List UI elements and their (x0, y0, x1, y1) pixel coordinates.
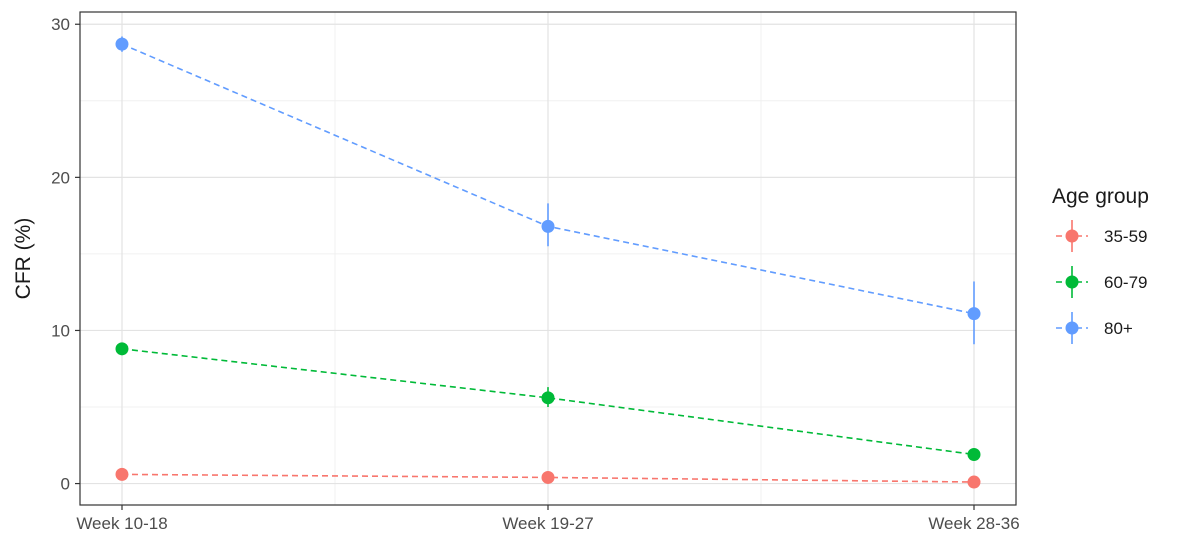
legend-key-point (1065, 229, 1079, 243)
legend-label: 35-59 (1104, 227, 1147, 246)
y-axis-title: CFR (%) (12, 218, 35, 300)
legend-key-point (1065, 275, 1079, 289)
legend-label: 60-79 (1104, 273, 1147, 292)
data-point-80+ (541, 219, 555, 233)
data-point-80+ (967, 307, 981, 321)
legend: Age group 35-59 60-79 80+ (1052, 185, 1149, 344)
data-points (115, 37, 981, 489)
x-tick-label: Week 28-36 (928, 514, 1019, 533)
y-tick-label: 30 (51, 15, 70, 34)
x-tick-label: Week 19-27 (502, 514, 593, 533)
data-point-35-59 (115, 467, 129, 481)
series-line-60-79 (121, 348, 975, 456)
data-point-35-59 (967, 475, 981, 489)
legend-item-60-79: 60-79 (1056, 266, 1147, 298)
grid-lines (80, 12, 1016, 505)
data-point-80+ (115, 37, 129, 51)
legend-items: 35-59 60-79 80+ (1056, 220, 1147, 344)
x-tick-label: Week 10-18 (76, 514, 167, 533)
axes: 0 10 20 30 Week 10-18 Week 19-27 Week 28-36 (51, 15, 1020, 533)
y-tick-label: 20 (51, 168, 70, 187)
series-line-35-59 (121, 473, 975, 483)
legend-item-80+: 80+ (1056, 312, 1133, 344)
data-point-60-79 (967, 447, 981, 461)
legend-item-35-59: 35-59 (1056, 220, 1147, 252)
legend-key-point (1065, 321, 1079, 335)
y-tick-label: 10 (51, 321, 70, 340)
legend-label: 80+ (1104, 319, 1133, 338)
y-tick-label: 0 (61, 475, 70, 494)
data-point-35-59 (541, 470, 555, 484)
data-point-60-79 (115, 342, 129, 356)
data-point-60-79 (541, 391, 555, 405)
legend-title: Age group (1052, 185, 1149, 208)
